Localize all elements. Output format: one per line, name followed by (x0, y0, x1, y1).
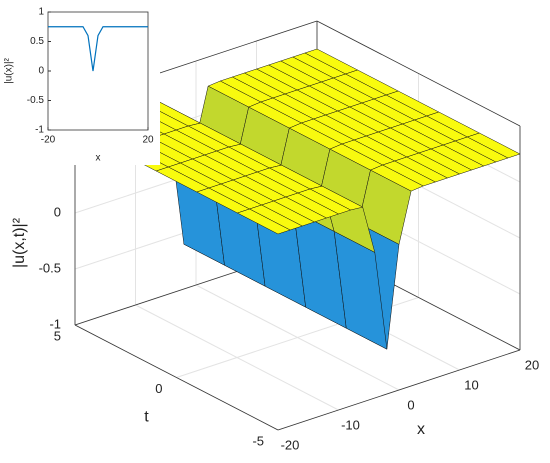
y-tick-label: 1 (38, 7, 44, 18)
x-tick-label: -20 (281, 437, 300, 452)
x-tick-label: 20 (525, 357, 539, 372)
y-axis-label: t (144, 409, 149, 426)
z-tick-label: -1 (49, 316, 61, 331)
y-axis-label: |u(x)|² (4, 57, 15, 83)
x-tick-label: -20 (41, 135, 56, 146)
x-tick-label: 10 (464, 377, 478, 392)
axis-line (316, 20, 521, 127)
z-axis-label: |u(x,t)|² (11, 217, 28, 268)
y-tick-label: -5 (252, 433, 264, 448)
inset-plot: -1 -0.5 0 0.5 1 -20 20 x |u(x)|² (0, 0, 160, 165)
z-tick-label: -0.5 (39, 260, 61, 275)
x-axis-label: x (417, 421, 425, 438)
y-tick-label: -1 (35, 125, 44, 136)
inset-frame (47, 11, 149, 131)
x-tick-label: -10 (341, 417, 360, 432)
x-tick-label: 20 (142, 135, 154, 146)
y-tick-label: 0 (38, 66, 44, 77)
line (48, 26, 148, 72)
y-tick-label: 0 (155, 381, 162, 396)
y-tick-label: 0.5 (30, 36, 44, 47)
axis-line (277, 349, 521, 431)
x-axis-label: x (96, 153, 101, 164)
surface-cell (236, 208, 291, 235)
y-tick-label: -0.5 (27, 95, 45, 106)
z-tick-label: 0 (54, 204, 61, 219)
x-tick-label: 0 (407, 397, 414, 412)
axis-line (74, 324, 279, 431)
y-tick-label: 5 (54, 328, 61, 343)
